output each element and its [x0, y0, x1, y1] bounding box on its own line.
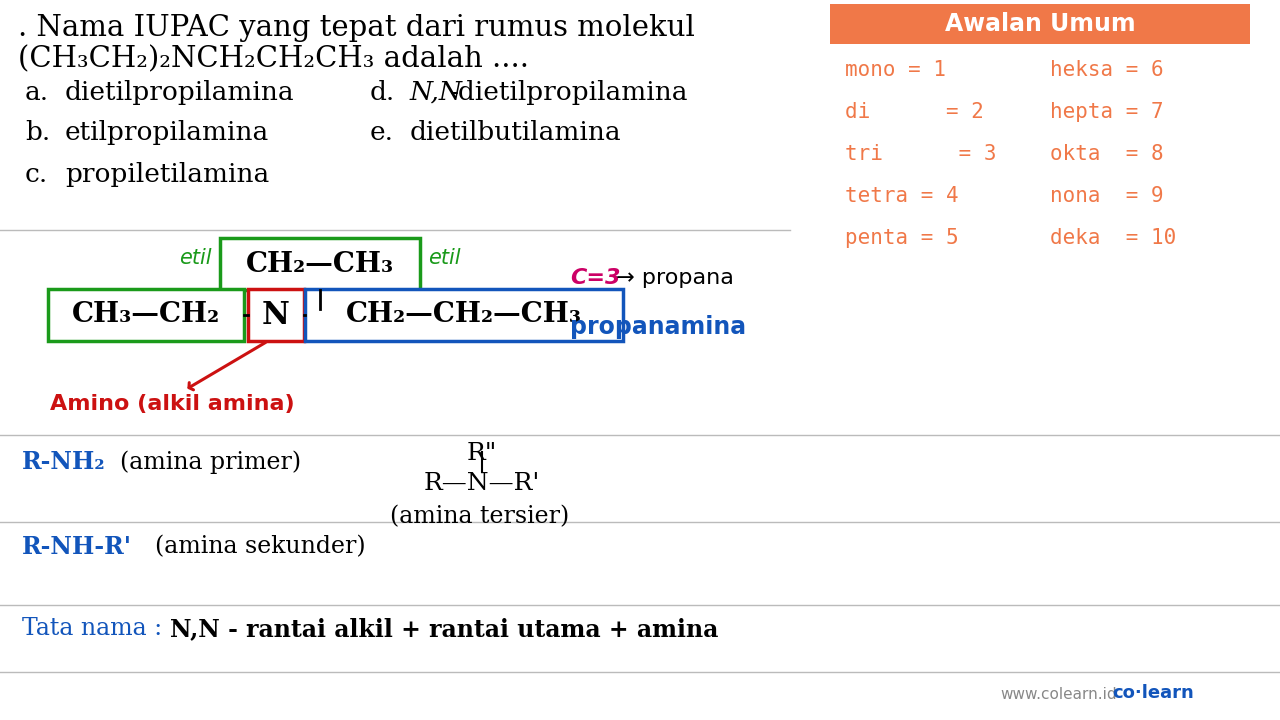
Text: a.: a.	[26, 80, 49, 105]
Text: c.: c.	[26, 162, 49, 187]
Text: mono = 1: mono = 1	[845, 60, 946, 80]
Text: (amina sekunder): (amina sekunder)	[155, 535, 366, 558]
Text: etilpropilamina: etilpropilamina	[65, 120, 269, 145]
Text: penta = 5: penta = 5	[845, 228, 959, 248]
Text: CH₂—CH₂—CH₃: CH₂—CH₂—CH₃	[346, 302, 582, 328]
Text: tetra = 4: tetra = 4	[845, 186, 959, 206]
Text: R-NH-R': R-NH-R'	[22, 535, 132, 559]
Text: co·learn: co·learn	[1112, 684, 1194, 702]
Text: C=3: C=3	[570, 268, 621, 288]
Bar	[829, 4, 1251, 44]
Text: dietilpropilamina: dietilpropilamina	[65, 80, 294, 105]
Text: R": R"	[467, 442, 497, 465]
Text: b.: b.	[26, 120, 50, 145]
Text: N: N	[262, 300, 291, 330]
Text: di      = 2: di = 2	[845, 102, 984, 122]
Text: okta  = 8: okta = 8	[1050, 144, 1164, 164]
Text: CH₃—CH₂: CH₃—CH₂	[72, 302, 220, 328]
Text: CH₂—CH₃: CH₂—CH₃	[246, 251, 394, 277]
Text: www.colearn.id: www.colearn.id	[1000, 687, 1116, 702]
Text: heksa = 6: heksa = 6	[1050, 60, 1164, 80]
Text: . Nama IUPAC yang tepat dari rumus molekul: . Nama IUPAC yang tepat dari rumus molek…	[18, 14, 695, 42]
Text: Tata nama :: Tata nama :	[22, 617, 170, 640]
Text: Amino (alkil amina): Amino (alkil amina)	[50, 394, 294, 414]
Text: tri      = 3: tri = 3	[845, 144, 997, 164]
Text: propiletilamina: propiletilamina	[65, 162, 269, 187]
Text: N,N: N,N	[410, 80, 463, 105]
Text: nona  = 9: nona = 9	[1050, 186, 1164, 206]
Bar	[49, 289, 244, 341]
Bar	[220, 238, 420, 290]
Text: propanamina: propanamina	[570, 315, 746, 339]
Text: dietilbutilamina: dietilbutilamina	[410, 120, 622, 145]
Bar	[248, 289, 305, 341]
Text: (CH₃CH₂)₂NCH₂CH₂CH₃ adalah ....: (CH₃CH₂)₂NCH₂CH₂CH₃ adalah ....	[18, 45, 529, 73]
Text: e.: e.	[370, 120, 394, 145]
Text: (amina primer): (amina primer)	[120, 450, 301, 474]
Text: (amina tersier): (amina tersier)	[390, 505, 570, 528]
Text: -dietilpropilamina: -dietilpropilamina	[451, 80, 689, 105]
Text: R—N—R': R—N—R'	[424, 472, 540, 495]
Text: hepta = 7: hepta = 7	[1050, 102, 1164, 122]
Text: etil: etil	[428, 248, 461, 268]
Text: d.: d.	[370, 80, 396, 105]
Text: Awalan Umum: Awalan Umum	[945, 12, 1135, 36]
Text: N,N - rantai alkil + rantai utama + amina: N,N - rantai alkil + rantai utama + amin…	[170, 617, 718, 641]
Bar	[305, 289, 623, 341]
Text: R-NH₂: R-NH₂	[22, 450, 106, 474]
Text: etil: etil	[179, 248, 212, 268]
Text: → propana: → propana	[609, 268, 733, 288]
Text: deka  = 10: deka = 10	[1050, 228, 1176, 248]
